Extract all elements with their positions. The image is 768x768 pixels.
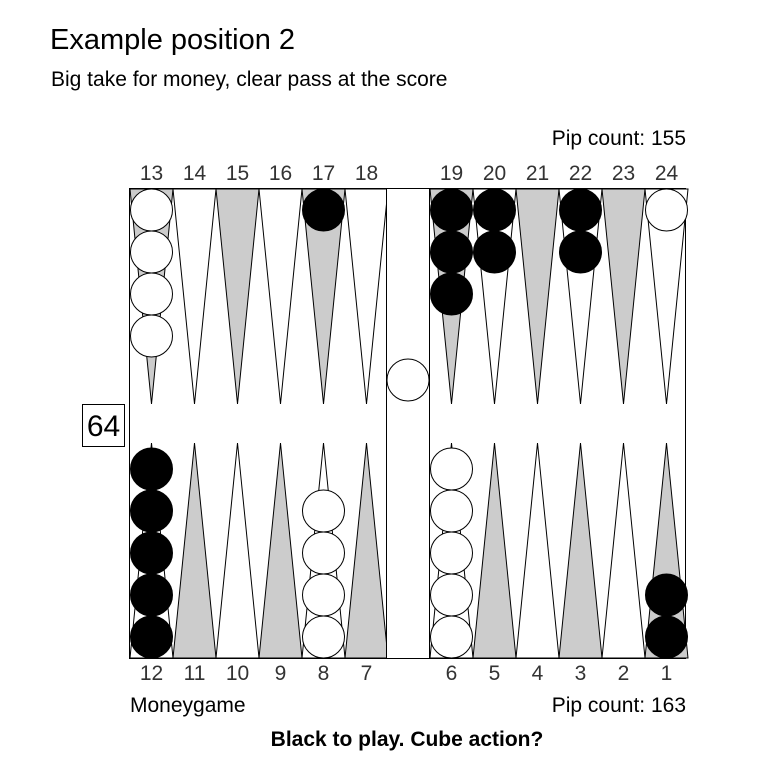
- white-checker[interactable]: [130, 314, 173, 358]
- point-10[interactable]: [215, 442, 260, 659]
- bar: [386, 188, 430, 659]
- point-number-9: 9: [275, 662, 287, 685]
- black-checker[interactable]: [473, 230, 516, 274]
- point-number-18: 18: [355, 162, 378, 185]
- point-number-22: 22: [569, 162, 592, 185]
- point-2[interactable]: [601, 442, 646, 659]
- white-checker[interactable]: [430, 531, 473, 575]
- point-number-2: 2: [618, 662, 630, 685]
- point-5[interactable]: [472, 442, 517, 659]
- point-number-3: 3: [575, 662, 587, 685]
- point-number-7: 7: [361, 662, 373, 685]
- point-number-15: 15: [226, 162, 249, 185]
- white-checker[interactable]: [302, 573, 345, 617]
- point-number-1: 1: [661, 662, 673, 685]
- black-checker[interactable]: [559, 230, 602, 274]
- title: Example position 2: [50, 24, 296, 56]
- black-checker[interactable]: [430, 188, 473, 232]
- black-checker[interactable]: [130, 573, 173, 617]
- point-11[interactable]: [172, 442, 217, 659]
- point-3[interactable]: [558, 442, 603, 659]
- white-checker[interactable]: [302, 615, 345, 659]
- white-checker[interactable]: [430, 447, 473, 491]
- point-number-19: 19: [440, 162, 463, 185]
- white-checker-on-bar[interactable]: [386, 358, 430, 402]
- black-checker[interactable]: [559, 188, 602, 232]
- point-4[interactable]: [515, 442, 560, 659]
- white-checker[interactable]: [430, 615, 473, 659]
- point-23[interactable]: [601, 188, 646, 405]
- checkers-layer: [130, 188, 688, 659]
- point-number-14: 14: [183, 162, 207, 185]
- point-7[interactable]: [344, 442, 389, 659]
- point-number-24: 24: [655, 162, 679, 185]
- white-checker[interactable]: [430, 573, 473, 617]
- point-14[interactable]: [172, 188, 217, 405]
- point-number-10: 10: [226, 662, 249, 685]
- point-9[interactable]: [258, 442, 303, 659]
- point-number-11: 11: [184, 662, 206, 685]
- point-16[interactable]: [258, 188, 303, 405]
- white-checker[interactable]: [130, 188, 173, 232]
- black-checker[interactable]: [130, 615, 173, 659]
- black-checker[interactable]: [473, 188, 516, 232]
- point-number-17: 17: [312, 162, 335, 185]
- pip-count-bottom: Pip count: 163: [551, 694, 686, 717]
- white-checker[interactable]: [130, 272, 173, 316]
- black-checker[interactable]: [430, 272, 473, 316]
- doubling-cube[interactable]: 64: [82, 404, 125, 447]
- point-number-16: 16: [269, 162, 292, 185]
- black-checker[interactable]: [645, 573, 688, 617]
- point-number-8: 8: [318, 662, 330, 685]
- black-checker[interactable]: [130, 489, 173, 533]
- black-checker[interactable]: [645, 615, 688, 659]
- prompt: Black to play. Cube action?: [270, 728, 544, 751]
- black-checker[interactable]: [430, 230, 473, 274]
- point-number-13: 13: [140, 162, 163, 185]
- cube-value: 64: [87, 410, 120, 443]
- point-number-21: 21: [526, 162, 549, 185]
- point-number-6: 6: [446, 662, 458, 685]
- point-15[interactable]: [215, 188, 260, 405]
- black-checker[interactable]: [130, 531, 173, 575]
- pip-count-top: Pip count: 155: [551, 127, 686, 150]
- point-number-5: 5: [489, 662, 501, 685]
- white-checker[interactable]: [302, 531, 345, 575]
- black-checker[interactable]: [302, 188, 345, 232]
- subtitle: Big take for money, clear pass at the sc…: [51, 68, 448, 91]
- point-number-12: 12: [140, 662, 163, 685]
- white-checker[interactable]: [645, 188, 688, 232]
- point-number-20: 20: [483, 162, 506, 185]
- white-checker[interactable]: [430, 489, 473, 533]
- match-label: Moneygame: [130, 694, 246, 717]
- white-checker[interactable]: [130, 230, 173, 274]
- point-21[interactable]: [515, 188, 560, 405]
- black-checker[interactable]: [130, 447, 173, 491]
- white-checker[interactable]: [302, 489, 345, 533]
- point-number-23: 23: [612, 162, 635, 185]
- point-number-4: 4: [532, 662, 544, 685]
- point-18[interactable]: [344, 188, 389, 405]
